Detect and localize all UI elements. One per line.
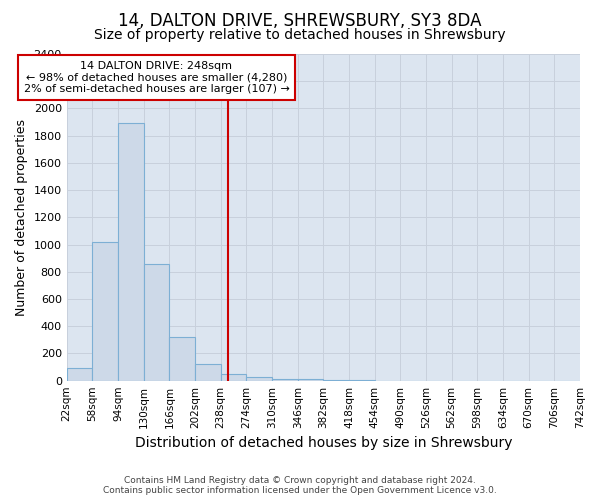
Text: 14, DALTON DRIVE, SHREWSBURY, SY3 8DA: 14, DALTON DRIVE, SHREWSBURY, SY3 8DA <box>118 12 482 30</box>
Bar <box>272 378 298 380</box>
Text: Size of property relative to detached houses in Shrewsbury: Size of property relative to detached ho… <box>94 28 506 42</box>
Text: 14 DALTON DRIVE: 248sqm
← 98% of detached houses are smaller (4,280)
2% of semi-: 14 DALTON DRIVE: 248sqm ← 98% of detache… <box>23 61 289 94</box>
Bar <box>143 264 169 380</box>
Bar <box>169 337 195 380</box>
X-axis label: Distribution of detached houses by size in Shrewsbury: Distribution of detached houses by size … <box>134 436 512 450</box>
Y-axis label: Number of detached properties: Number of detached properties <box>15 119 28 316</box>
Bar <box>92 242 118 380</box>
Bar <box>195 364 221 380</box>
Bar <box>67 368 92 380</box>
Bar <box>247 378 272 380</box>
Text: Contains HM Land Registry data © Crown copyright and database right 2024.
Contai: Contains HM Land Registry data © Crown c… <box>103 476 497 495</box>
Bar <box>118 124 143 380</box>
Bar <box>221 374 247 380</box>
